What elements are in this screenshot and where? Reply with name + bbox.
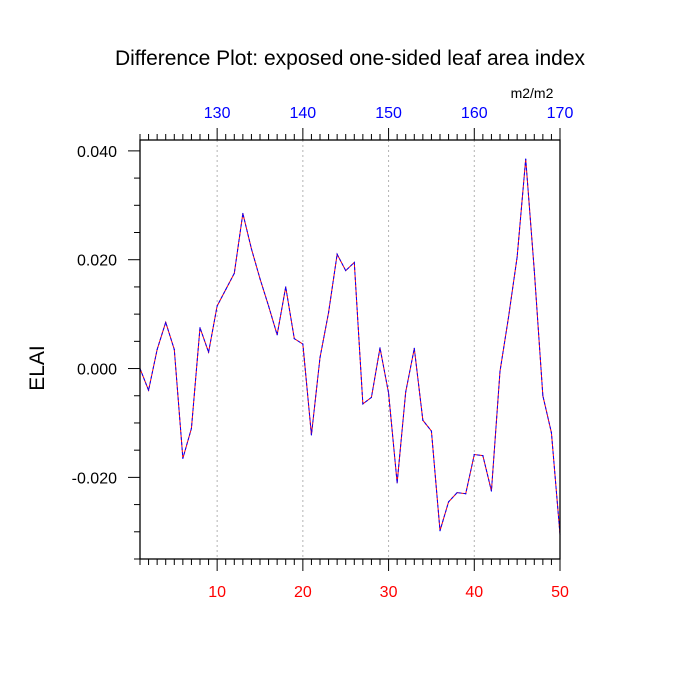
x-bottom-tick-label: 20 [294,584,312,601]
data-point [156,348,158,351]
chart-title: Difference Plot: exposed one-sided leaf … [115,47,586,70]
data-point [379,347,381,349]
data-point [353,261,355,264]
data-point [430,430,433,432]
x-top-tick-label: 130 [204,105,231,122]
data-point [490,490,493,492]
y-tick-label: -0.020 [72,470,117,487]
data-point [216,305,218,307]
data-point [242,212,244,215]
data-point [507,316,510,318]
data-point [173,348,175,351]
data-point [387,392,390,394]
data-point [482,455,484,457]
data-point [165,321,167,323]
y-tick-label: 0.040 [77,144,117,161]
data-point [225,289,227,291]
data-point [207,351,210,353]
x-top-tick-label: 140 [290,105,317,122]
data-point [310,434,313,436]
data-point [147,389,150,391]
data-point [276,334,278,336]
x-bottom-tick-label: 10 [208,584,226,601]
data-point [259,278,261,280]
data-point [525,158,527,160]
data-point [516,256,518,258]
data-point [465,493,467,495]
data-point [319,357,321,359]
data-point [396,482,398,484]
data-point [327,311,330,314]
plot-frame [139,139,561,560]
data-point [456,492,458,494]
data-point [533,269,535,272]
series-line-base [139,159,561,535]
x-bottom-tick-label: 50 [551,584,569,601]
data-point [405,391,407,393]
data-point [413,347,415,350]
data-point [336,253,338,255]
data-point [182,457,184,459]
y-tick-label: 0.020 [77,253,117,270]
tick-labels: 10 20 30 40 50 130 140 150 160 170 0.040 0.020 0.000… [72,105,574,601]
x-top-tick-label: 170 [547,105,574,122]
data-point [499,370,501,372]
data-point [250,248,253,250]
data-point [473,453,475,456]
y-axis-label: ELAI [26,345,49,391]
x-top-tick-label: 150 [375,105,402,122]
data-point [447,501,450,503]
data-point [550,432,553,434]
data-point [302,343,304,345]
data-point [370,396,373,398]
data-point [267,305,270,307]
axis-ticks [128,128,561,571]
y-tick-label: 0.000 [77,362,117,379]
data-point [345,269,347,272]
data-point [190,427,193,430]
data-point [285,286,287,288]
units-label: m2/m2 [511,85,554,101]
data-point [542,395,544,397]
data-point [233,272,235,274]
x-top-tick-label: 160 [461,105,488,122]
grid-lines [216,140,475,559]
data-point [199,327,201,329]
x-bottom-tick-label: 40 [465,584,483,601]
data-point [293,338,295,340]
series-line [139,159,561,535]
series-layer [139,158,561,536]
data-point [362,403,364,405]
data-point [439,530,441,532]
data-point [422,419,424,421]
x-bottom-tick-label: 30 [380,584,398,601]
